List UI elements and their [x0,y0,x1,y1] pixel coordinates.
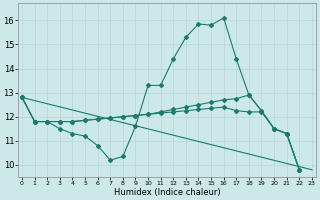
X-axis label: Humidex (Indice chaleur): Humidex (Indice chaleur) [114,188,220,197]
